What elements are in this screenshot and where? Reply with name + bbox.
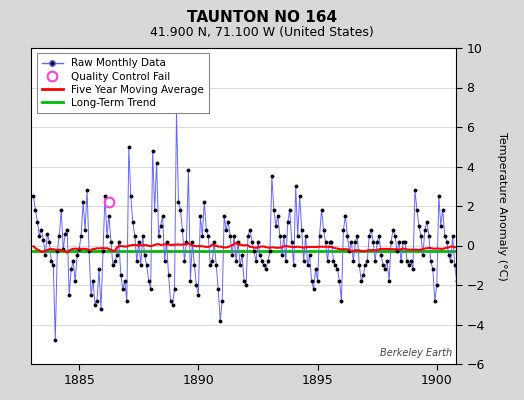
Text: 41.900 N, 71.100 W (United States): 41.900 N, 71.100 W (United States) — [150, 26, 374, 39]
Legend: Raw Monthly Data, Quality Control Fail, Five Year Moving Average, Long-Term Tren: Raw Monthly Data, Quality Control Fail, … — [37, 53, 209, 113]
Y-axis label: Temperature Anomaly (°C): Temperature Anomaly (°C) — [497, 132, 507, 280]
Text: Berkeley Earth: Berkeley Earth — [379, 348, 452, 358]
Text: TAUNTON NO 164: TAUNTON NO 164 — [187, 10, 337, 25]
